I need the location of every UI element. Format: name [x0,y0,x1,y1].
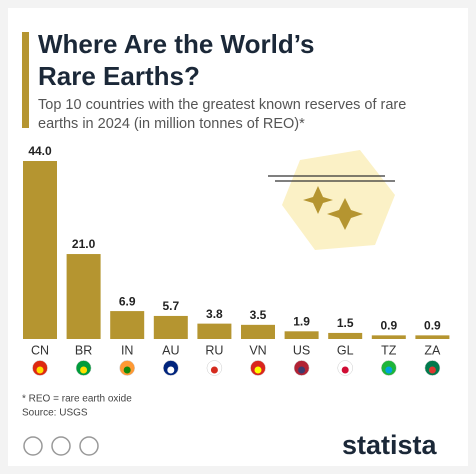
x-tick-label: VN [249,343,266,357]
flag [32,360,48,376]
x-tick-label: BR [75,343,92,357]
value-label: 3.5 [250,308,267,322]
bar [153,315,188,339]
x-tick-label: AU [162,343,179,357]
sparkle [303,186,333,214]
x-tick-label: TZ [381,343,397,357]
accent-bar [22,32,29,128]
nd-icon [79,436,99,456]
sparkle [327,198,363,230]
flag [119,360,135,376]
bar [197,323,232,339]
value-label: 1.5 [337,316,354,330]
flag [163,360,179,376]
value-label: 6.9 [119,294,136,308]
x-tick-label: CN [31,343,49,357]
value-label: 3.8 [206,307,223,321]
value-label: 0.9 [424,319,441,333]
license-icons [23,436,99,456]
x-tick-label: ZA [424,343,441,357]
flag [337,360,353,376]
value-label: 44.0 [28,144,52,158]
bar [328,332,363,339]
flag-emblem [385,366,393,374]
sparkle-badge [282,150,395,250]
by-icon [51,436,71,456]
brand-logo: statista [342,430,438,460]
bar [371,335,406,339]
x-tick-label: GL [337,343,354,357]
flag-emblem [341,366,349,374]
flag-emblem [298,366,306,374]
footnote: * REO = rare earth oxide [22,394,132,405]
flag-emblem [80,366,88,374]
flag-emblem [210,366,218,374]
flag-emblem [428,366,436,374]
flag-emblem [123,366,131,374]
x-tick-label: US [293,343,310,357]
flag [250,360,266,376]
flag [381,360,397,376]
bar [415,335,450,339]
flag [206,360,223,376]
value-label: 0.9 [380,319,397,333]
source: Source: USGS [22,408,88,419]
bar [284,331,319,339]
bar [110,311,145,339]
bar [66,254,101,339]
card [8,8,468,466]
flag [293,360,310,376]
cc-icon [23,436,43,456]
bar [241,324,275,339]
flag [75,360,92,376]
chart-subtitle: Top 10 countries with the greatest known… [38,97,407,132]
x-tick-label: IN [121,343,134,357]
value-label: 21.0 [72,237,96,251]
value-label: 5.7 [162,299,179,313]
bar [23,161,57,339]
flag-emblem [254,366,262,374]
chart-title: Where Are the World’s Rare Earths? [38,29,315,91]
decoration [268,150,395,250]
flag-emblem [167,366,175,374]
x-tick-label: RU [205,343,223,357]
flag-emblem [36,366,44,374]
flag [424,360,441,376]
value-label: 1.9 [293,314,310,328]
